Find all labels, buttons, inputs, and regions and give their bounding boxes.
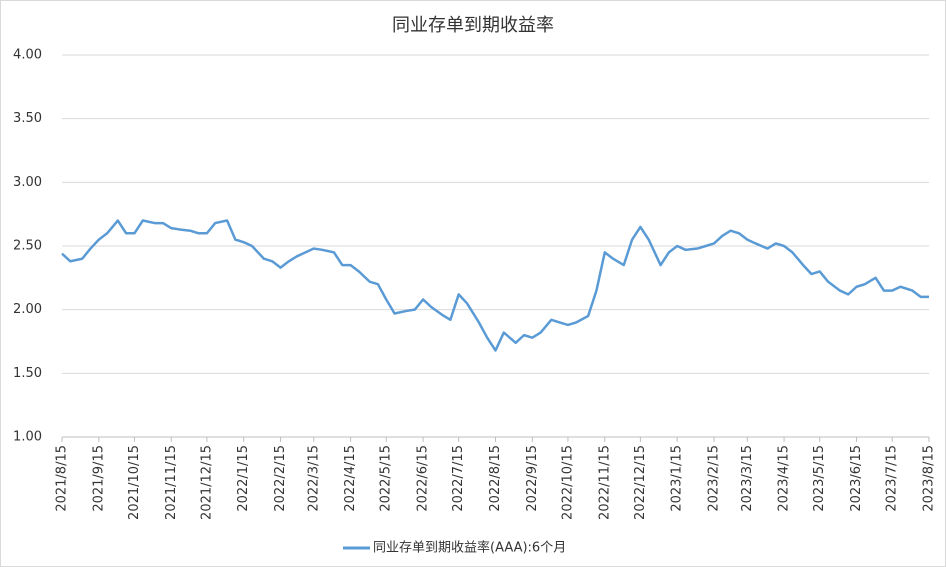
legend-label: 同业存单到期收益率(AAA):6个月 [373, 540, 566, 556]
x-tick-label: 2023/2/15 [707, 445, 722, 512]
x-tick-label: 2023/3/15 [740, 445, 755, 512]
x-tick-label: 2022/11/15 [597, 445, 612, 520]
x-tick-label: 2022/10/15 [560, 445, 575, 520]
x-tick-label: 2022/1/15 [236, 445, 251, 512]
x-tick-label: 2021/9/15 [91, 445, 106, 512]
y-tick-label: 2.50 [13, 239, 42, 254]
x-tick-label: 2022/4/15 [343, 445, 358, 512]
x-tick-label: 2021/11/15 [164, 445, 179, 520]
y-tick-label: 1.50 [13, 366, 42, 381]
x-tick-label: 2023/5/15 [812, 445, 827, 512]
x-tick-label: 2022/6/15 [416, 445, 431, 512]
x-tick-label: 2023/7/15 [885, 445, 900, 512]
x-tick-label: 2022/2/15 [273, 445, 288, 512]
x-tick-label: 2023/6/15 [849, 445, 864, 512]
y-tick-label: 3.00 [13, 175, 42, 190]
y-tick-label: 1.00 [13, 430, 42, 445]
x-tick-label: 2023/4/15 [777, 445, 792, 512]
x-tick-label: 2021/12/15 [199, 445, 214, 520]
x-tick-label: 2022/5/15 [379, 445, 394, 512]
x-tick-label: 2023/8/15 [922, 445, 937, 512]
x-tick-label: 2022/8/15 [488, 445, 503, 512]
series-line [61, 219, 929, 352]
y-tick-label: 3.50 [13, 111, 42, 126]
x-tick-label: 2023/1/15 [670, 445, 685, 512]
x-tick-label: 2022/7/15 [451, 445, 466, 512]
x-tick-label: 2022/9/15 [525, 445, 540, 512]
x-tick-label: 2021/10/15 [127, 445, 142, 520]
x-tick-label: 2022/3/15 [306, 445, 321, 512]
x-tick-label: 2022/12/15 [633, 445, 648, 520]
y-tick-label: 2.00 [13, 302, 42, 317]
chart-title: 同业存单到期收益率 [392, 15, 554, 36]
y-tick-label: 4.00 [13, 48, 42, 63]
x-tick-label: 2021/8/15 [55, 445, 70, 512]
